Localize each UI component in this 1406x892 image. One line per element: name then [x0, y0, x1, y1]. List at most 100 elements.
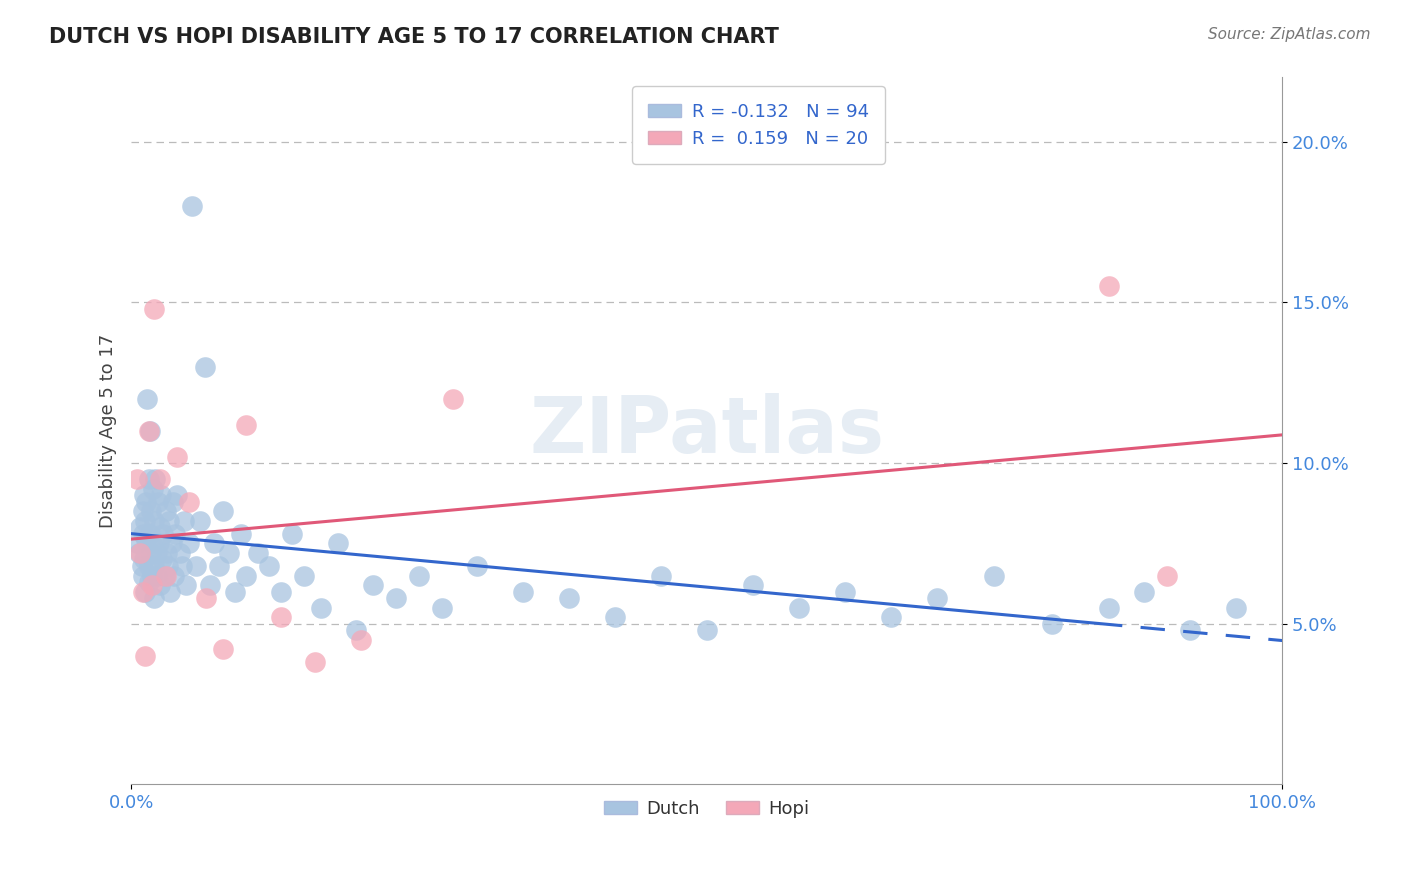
Point [143, 591, 166, 605]
Point [156, 546, 179, 560]
Point [143, 514, 166, 528]
Point [198, 578, 221, 592]
Point [134, 648, 156, 663]
Point [195, 591, 218, 605]
Point [603, 610, 626, 624]
Point [145, 546, 167, 560]
Point [1225, 600, 1247, 615]
Point [1178, 623, 1201, 637]
Point [212, 504, 235, 518]
Point [152, 526, 174, 541]
Point [208, 558, 231, 573]
Point [138, 558, 160, 573]
Point [281, 526, 304, 541]
Point [235, 417, 257, 432]
Point [150, 488, 173, 502]
Point [176, 578, 198, 592]
Point [150, 552, 173, 566]
Point [443, 392, 465, 406]
Point [153, 568, 176, 582]
Point [159, 584, 181, 599]
Point [148, 536, 170, 550]
Point [512, 584, 534, 599]
Legend: Dutch, Hopi: Dutch, Hopi [598, 792, 817, 825]
Point [229, 526, 252, 541]
Point [925, 591, 948, 605]
Point [141, 568, 163, 582]
Point [149, 578, 172, 592]
Point [131, 558, 153, 573]
Point [188, 514, 211, 528]
Point [149, 520, 172, 534]
Point [696, 623, 718, 637]
Point [160, 536, 183, 550]
Point [163, 568, 186, 582]
Point [138, 526, 160, 541]
Point [145, 568, 167, 582]
Point [166, 450, 188, 464]
Point [557, 591, 579, 605]
Point [143, 301, 166, 316]
Point [139, 546, 162, 560]
Point [134, 584, 156, 599]
Point [430, 600, 453, 615]
Point [163, 526, 186, 541]
Point [304, 656, 326, 670]
Point [138, 574, 160, 589]
Point [135, 533, 157, 548]
Point [132, 568, 155, 582]
Point [170, 558, 193, 573]
Point [173, 514, 195, 528]
Point [184, 558, 207, 573]
Point [177, 536, 200, 550]
Point [309, 600, 332, 615]
Point [983, 568, 1005, 582]
Text: ZIPatlas: ZIPatlas [529, 393, 884, 469]
Point [149, 472, 172, 486]
Point [141, 578, 163, 592]
Point [146, 494, 169, 508]
Point [132, 552, 155, 566]
Point [132, 488, 155, 502]
Point [224, 584, 246, 599]
Point [128, 546, 150, 560]
Point [1156, 568, 1178, 582]
Point [194, 359, 217, 374]
Point [834, 584, 856, 599]
Text: DUTCH VS HOPI DISABILITY AGE 5 TO 17 CORRELATION CHART: DUTCH VS HOPI DISABILITY AGE 5 TO 17 COR… [49, 27, 779, 46]
Point [1040, 616, 1063, 631]
Point [143, 558, 166, 573]
Point [385, 591, 408, 605]
Point [246, 546, 269, 560]
Point [132, 504, 155, 518]
Point [166, 488, 188, 502]
Point [157, 558, 180, 573]
Point [181, 199, 204, 213]
Point [328, 536, 350, 550]
Point [157, 514, 180, 528]
Point [132, 526, 155, 541]
Point [139, 504, 162, 518]
Point [125, 536, 148, 550]
Point [162, 494, 184, 508]
Point [142, 482, 165, 496]
Point [145, 472, 167, 486]
Point [141, 536, 163, 550]
Point [202, 536, 225, 550]
Point [132, 584, 155, 599]
Point [138, 472, 160, 486]
Point [465, 558, 488, 573]
Point [135, 494, 157, 508]
Point [138, 424, 160, 438]
Point [259, 558, 281, 573]
Point [1133, 584, 1156, 599]
Point [880, 610, 903, 624]
Point [177, 494, 200, 508]
Point [129, 520, 152, 534]
Point [125, 472, 148, 486]
Point [1098, 600, 1121, 615]
Point [155, 568, 177, 582]
Point [134, 514, 156, 528]
Point [169, 546, 191, 560]
Point [155, 504, 177, 518]
